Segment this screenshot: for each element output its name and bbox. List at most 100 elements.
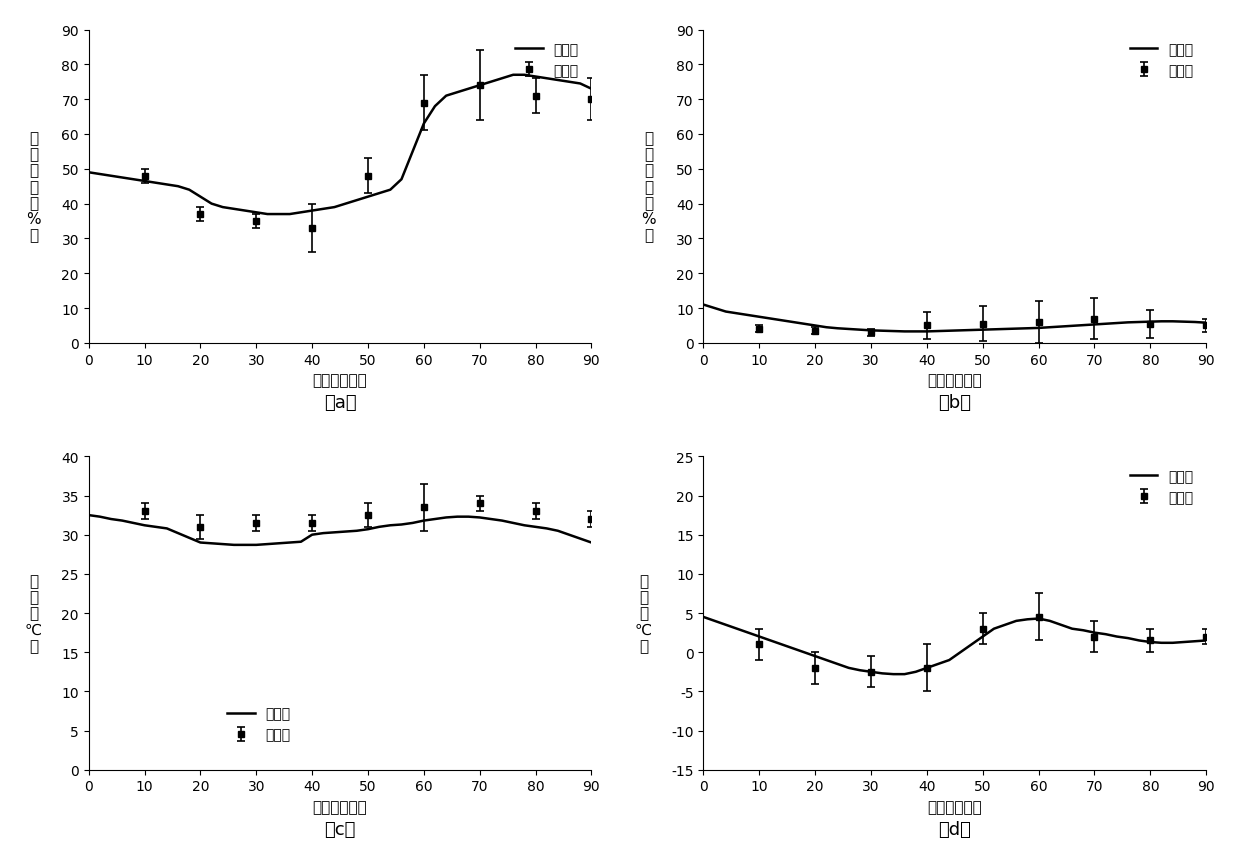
预测值 <box>495 516 510 526</box>
预测值 <box>954 325 968 336</box>
预测值 <box>1188 318 1203 328</box>
预测值 <box>539 74 554 84</box>
预测值 <box>885 326 900 337</box>
Legend: 预测值, 实验值: 预测值, 实验值 <box>1125 37 1199 84</box>
预测值 <box>294 537 309 548</box>
预测值 <box>841 325 856 335</box>
Line: 预测值: 预测值 <box>703 306 1207 332</box>
预测值 <box>1021 324 1035 334</box>
预测值 <box>573 534 588 544</box>
预测值 <box>149 178 164 189</box>
预测值 <box>718 307 733 318</box>
预测值 <box>965 640 980 650</box>
预测值 <box>193 192 208 202</box>
预测值 <box>920 327 935 338</box>
预测值 <box>126 518 141 529</box>
预测值 <box>149 522 164 532</box>
预测值 <box>584 84 599 95</box>
预测值 <box>171 182 186 192</box>
预测值 <box>763 314 777 325</box>
预测值 <box>942 326 957 337</box>
Y-axis label: 相
对
湿
度
（
%
）: 相 对 湿 度 （ % ） <box>26 131 41 243</box>
预测值 <box>350 526 365 536</box>
预测值 <box>305 206 320 216</box>
预测值 <box>751 632 766 642</box>
预测值 <box>796 319 811 330</box>
预测值 <box>987 325 1002 335</box>
预测值 <box>417 516 432 526</box>
预测值 <box>417 119 432 129</box>
Line: 预测值: 预测值 <box>703 617 1207 674</box>
预测值 <box>528 522 543 532</box>
预测值 <box>696 612 711 623</box>
预测值 <box>1099 319 1114 330</box>
Text: （c）: （c） <box>325 820 356 838</box>
预测值 <box>818 655 833 666</box>
预测值 <box>305 530 320 540</box>
预测值 <box>774 640 789 650</box>
预测值 <box>1054 620 1069 630</box>
预测值 <box>383 521 398 531</box>
预测值 <box>874 668 889 678</box>
Line: 预测值: 预测值 <box>89 516 591 545</box>
预测值 <box>1154 638 1169 648</box>
预测值 <box>272 209 286 220</box>
预测值 <box>495 74 510 84</box>
预测值 <box>1166 638 1180 648</box>
预测值 <box>182 533 197 543</box>
预测值 <box>1143 637 1158 647</box>
预测值 <box>830 324 844 334</box>
预测值 <box>327 202 342 213</box>
Legend: 预测值, 实验值: 预测值, 实验值 <box>1125 464 1199 510</box>
预测值 <box>138 521 153 531</box>
预测值 <box>283 538 298 548</box>
预测值 <box>104 171 119 182</box>
预测值 <box>751 313 766 323</box>
预测值 <box>339 527 353 537</box>
预测值 <box>484 77 498 88</box>
预测值 <box>1032 614 1047 624</box>
预测值 <box>1065 321 1080 331</box>
预测值 <box>104 514 119 524</box>
预测值 <box>1154 317 1169 327</box>
预测值 <box>394 520 409 530</box>
预测值 <box>539 523 554 534</box>
预测值 <box>796 647 811 658</box>
预测值 <box>1032 324 1047 334</box>
预测值 <box>573 79 588 90</box>
预测值 <box>852 666 867 676</box>
预测值 <box>260 539 275 549</box>
预测值 <box>1065 624 1080 635</box>
预测值 <box>227 540 242 550</box>
预测值 <box>227 204 242 214</box>
预测值 <box>238 540 253 550</box>
预测值 <box>428 514 443 524</box>
Y-axis label: 温
度
（
℃
）: 温 度 （ ℃ ） <box>635 573 652 653</box>
预测值 <box>327 528 342 538</box>
预测值 <box>216 202 231 213</box>
预测值 <box>1076 320 1091 331</box>
预测值 <box>405 147 420 158</box>
预测值 <box>372 522 387 532</box>
预测值 <box>551 76 565 86</box>
预测值 <box>1121 318 1136 328</box>
预测值 <box>740 628 755 638</box>
预测值 <box>472 512 487 523</box>
预测值 <box>316 204 331 214</box>
预测值 <box>852 325 867 336</box>
预测值 <box>885 669 900 679</box>
预测值 <box>350 195 365 206</box>
预测值 <box>584 538 599 548</box>
预测值 <box>707 304 722 314</box>
预测值 <box>908 667 923 678</box>
预测值 <box>931 326 946 337</box>
X-axis label: 时间（分钟）: 时间（分钟） <box>312 799 367 814</box>
预测值 <box>740 311 755 321</box>
预测值 <box>1076 625 1091 635</box>
预测值 <box>785 318 800 328</box>
预测值 <box>729 624 744 635</box>
预测值 <box>1099 629 1114 640</box>
预测值 <box>472 81 487 91</box>
预测值 <box>976 325 991 336</box>
预测值 <box>863 325 878 336</box>
